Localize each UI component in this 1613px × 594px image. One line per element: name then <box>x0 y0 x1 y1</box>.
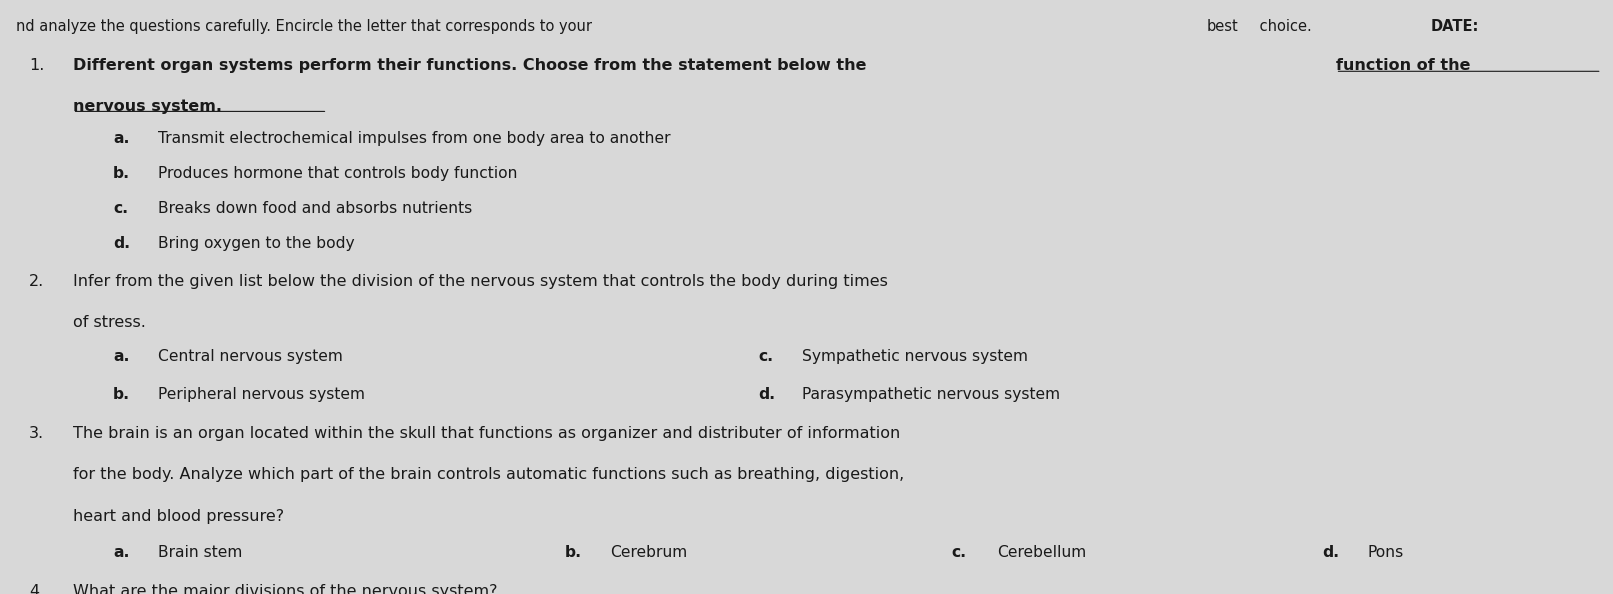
Text: a.: a. <box>113 349 129 364</box>
Text: Different organ systems perform their functions. Choose from the statement below: Different organ systems perform their fu… <box>73 58 871 74</box>
Text: c.: c. <box>113 201 127 216</box>
Text: c.: c. <box>952 545 966 560</box>
Text: 2.: 2. <box>29 274 44 289</box>
Text: Cerebellum: Cerebellum <box>997 545 1086 560</box>
Text: Infer from the given list below the division of the nervous system that controls: Infer from the given list below the divi… <box>73 274 887 289</box>
Text: b.: b. <box>565 545 582 560</box>
Text: Central nervous system: Central nervous system <box>158 349 344 364</box>
Text: 1.: 1. <box>29 58 45 74</box>
Text: b.: b. <box>113 166 131 181</box>
Text: Pons: Pons <box>1368 545 1403 560</box>
Text: What are the major divisions of the nervous system?: What are the major divisions of the nerv… <box>73 584 497 594</box>
Text: Parasympathetic nervous system: Parasympathetic nervous system <box>802 387 1060 402</box>
Text: a.: a. <box>113 131 129 146</box>
Text: of stress.: of stress. <box>73 315 145 330</box>
Text: The brain is an organ located within the skull that functions as organizer and d: The brain is an organ located within the… <box>73 426 900 441</box>
Text: c.: c. <box>758 349 773 364</box>
Text: Produces hormone that controls body function: Produces hormone that controls body func… <box>158 166 518 181</box>
Text: b.: b. <box>113 387 131 402</box>
Text: for the body. Analyze which part of the brain controls automatic functions such : for the body. Analyze which part of the … <box>73 467 903 482</box>
Text: d.: d. <box>758 387 776 402</box>
Text: a.: a. <box>113 545 129 560</box>
Text: nervous system.: nervous system. <box>73 99 221 113</box>
Text: Breaks down food and absorbs nutrients: Breaks down food and absorbs nutrients <box>158 201 473 216</box>
Text: Sympathetic nervous system: Sympathetic nervous system <box>802 349 1027 364</box>
Text: choice.: choice. <box>1255 20 1311 34</box>
Text: Bring oxygen to the body: Bring oxygen to the body <box>158 236 355 251</box>
Text: 3.: 3. <box>29 426 44 441</box>
Text: best: best <box>1207 20 1239 34</box>
Text: Cerebrum: Cerebrum <box>610 545 687 560</box>
Text: Transmit electrochemical impulses from one body area to another: Transmit electrochemical impulses from o… <box>158 131 671 146</box>
Text: 4.: 4. <box>29 584 44 594</box>
Text: d.: d. <box>113 236 131 251</box>
Text: d.: d. <box>1323 545 1340 560</box>
Text: function of the: function of the <box>1336 58 1469 74</box>
Text: nd analyze the questions carefully. Encircle the letter that corresponds to your: nd analyze the questions carefully. Enci… <box>16 20 592 34</box>
Text: DATE:: DATE: <box>1431 20 1479 34</box>
Text: Brain stem: Brain stem <box>158 545 242 560</box>
Text: heart and blood pressure?: heart and blood pressure? <box>73 508 284 523</box>
Text: Peripheral nervous system: Peripheral nervous system <box>158 387 365 402</box>
